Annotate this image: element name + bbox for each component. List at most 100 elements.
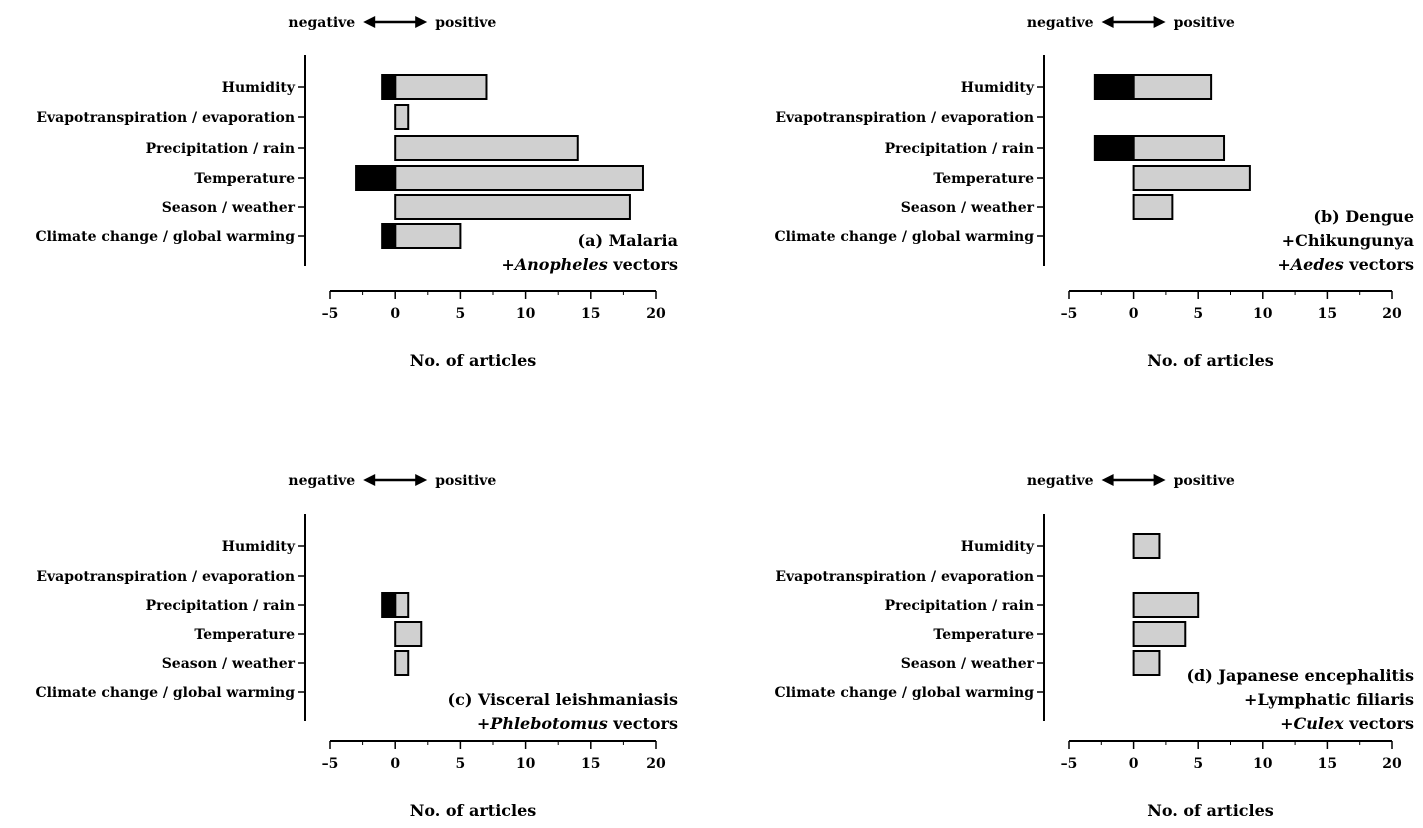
- negative-label: negative: [288, 473, 355, 489]
- bar-positive: [394, 165, 644, 191]
- category-label: Temperature: [194, 627, 295, 643]
- panel-title-line-2: +Lymphatic filiaris: [1244, 690, 1414, 709]
- value-tick-label: 10: [1253, 306, 1273, 322]
- panel-title-line-1: (c) Visceral leishmaniasis: [448, 690, 678, 709]
- bar-positive: [394, 650, 410, 676]
- direction-indicator: negative positive: [288, 473, 496, 489]
- panel-title-line-2: +Chikungunya: [1282, 231, 1414, 250]
- bar-positive: [394, 194, 631, 220]
- bar-positive: [1132, 650, 1161, 676]
- panel-title-line-1: (d) Japanese encephalitis: [1186, 666, 1414, 685]
- value-tick-label: –5: [322, 306, 339, 322]
- category-label: Humidity: [961, 539, 1035, 555]
- bar-positive: [394, 592, 410, 618]
- category-label: Evapotranspiration / evaporation: [775, 110, 1034, 126]
- bar-positive: [1132, 621, 1187, 647]
- panel-title-line-3: +Culex vectors: [1280, 714, 1414, 733]
- panel-title: (b) Dengue +Chikungunya +Aedes vectors: [1277, 207, 1414, 274]
- negative-label: negative: [288, 15, 355, 31]
- bar-positive: [394, 74, 488, 100]
- category-label: Precipitation / rain: [146, 598, 295, 614]
- category-label: Climate change / global warming: [774, 685, 1034, 701]
- x-axis-label: No. of articles: [410, 351, 537, 370]
- arrow-left-icon: [1101, 474, 1114, 486]
- bar-positive: [1132, 194, 1174, 220]
- value-tick-label: –5: [1061, 756, 1078, 772]
- category-label: Evapotranspiration / evaporation: [36, 110, 295, 126]
- value-tick-label: 0: [1129, 756, 1139, 772]
- value-tick-label: 5: [456, 306, 466, 322]
- bar-positive: [1132, 165, 1251, 191]
- category-label: Precipitation / rain: [885, 598, 1034, 614]
- category-label: Evapotranspiration / evaporation: [775, 569, 1034, 585]
- arrow-right-icon: [1153, 474, 1166, 486]
- category-label: Season / weather: [162, 200, 296, 216]
- chart-panel-3: negative positive Humidity Evapotranspirati…: [35, 473, 678, 820]
- panel-title: (c) Visceral leishmaniasis +Phlebotomus v…: [448, 690, 678, 733]
- panel-title: (d) Japanese encephalitis +Lymphatic fili…: [1186, 666, 1414, 733]
- panel-title-line-2: +Anopheles vectors: [501, 255, 678, 274]
- bar-positive: [1132, 533, 1161, 559]
- bar-positive: [1132, 74, 1213, 100]
- direction-indicator: negative positive: [1027, 473, 1235, 489]
- value-tick-label: 0: [390, 306, 400, 322]
- category-label: Temperature: [194, 171, 295, 187]
- category-label: Climate change / global warming: [35, 229, 295, 245]
- value-tick-label: 5: [1193, 306, 1203, 322]
- category-label: Evapotranspiration / evaporation: [36, 569, 295, 585]
- arrow-left-icon: [1101, 16, 1114, 28]
- chart-panel-1: negative positive Humidity Evapotranspirati…: [35, 15, 678, 370]
- value-tick-label: 10: [516, 756, 536, 772]
- bar-negative: [355, 165, 397, 191]
- x-axis-label: No. of articles: [1147, 351, 1274, 370]
- bar-positive: [394, 104, 410, 130]
- panel-title-line-1: (b) Dengue: [1313, 207, 1414, 226]
- value-tick-label: 15: [1318, 306, 1337, 322]
- value-tick-label: 0: [390, 756, 400, 772]
- positive-label: positive: [435, 473, 496, 489]
- value-tick-label: 15: [581, 756, 600, 772]
- direction-indicator: negative positive: [288, 15, 496, 31]
- category-label: Climate change / global warming: [774, 229, 1034, 245]
- bar-negative: [381, 223, 397, 249]
- value-tick-label: 15: [581, 306, 600, 322]
- bar-negative: [381, 592, 397, 618]
- negative-label: negative: [1027, 473, 1094, 489]
- chart-panel-2: negative positive Humidity Evapotranspirati…: [774, 15, 1414, 370]
- panel-title: (a) Malaria +Anopheles vectors: [501, 231, 678, 274]
- category-label: Season / weather: [901, 200, 1035, 216]
- bar-negative: [381, 74, 397, 100]
- positive-label: positive: [1174, 15, 1235, 31]
- value-tick-label: 0: [1129, 306, 1139, 322]
- category-label: Precipitation / rain: [146, 141, 295, 157]
- value-tick-label: 20: [1382, 756, 1402, 772]
- arrow-left-icon: [363, 16, 376, 28]
- bar-negative: [1093, 135, 1135, 161]
- positive-label: positive: [435, 15, 496, 31]
- value-tick-label: 20: [646, 756, 666, 772]
- bar-positive: [1132, 592, 1200, 618]
- value-tick-label: 20: [646, 306, 666, 322]
- positive-label: positive: [1174, 473, 1235, 489]
- value-tick-label: 20: [1382, 306, 1402, 322]
- value-tick-label: –5: [1061, 306, 1078, 322]
- value-tick-label: 10: [1253, 756, 1273, 772]
- x-axis-label: No. of articles: [1147, 801, 1274, 820]
- category-label: Season / weather: [901, 656, 1035, 672]
- value-tick-label: –5: [322, 756, 339, 772]
- panel-title-line-2: +Phlebotomus vectors: [477, 714, 678, 733]
- arrow-right-icon: [415, 474, 428, 486]
- value-tick-label: 15: [1318, 756, 1337, 772]
- bar-positive: [394, 621, 423, 647]
- bar-positive: [394, 135, 579, 161]
- category-label: Season / weather: [162, 656, 296, 672]
- category-label: Humidity: [222, 80, 296, 96]
- arrow-right-icon: [415, 16, 428, 28]
- bar-negative: [1093, 74, 1135, 100]
- category-label: Humidity: [961, 80, 1035, 96]
- negative-label: negative: [1027, 15, 1094, 31]
- value-tick-label: 5: [1193, 756, 1203, 772]
- category-label: Climate change / global warming: [35, 685, 295, 701]
- category-label: Humidity: [222, 539, 296, 555]
